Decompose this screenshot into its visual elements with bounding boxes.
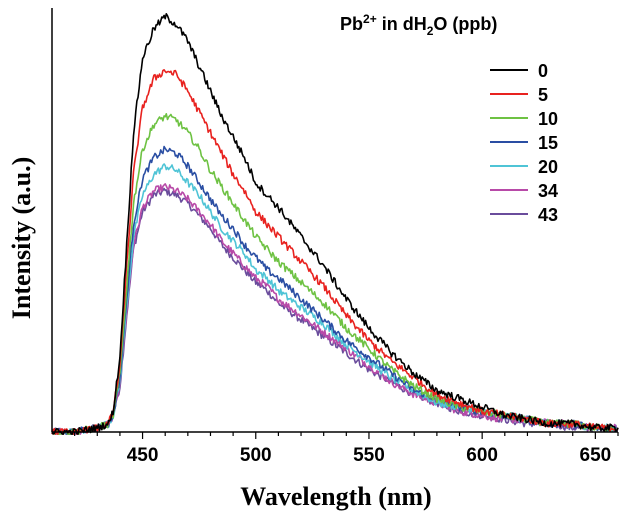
legend-title-subscript: 2: [427, 24, 434, 38]
legend-title-end: O (ppb): [433, 14, 497, 34]
series-line-0: [51, 13, 619, 435]
x-tick-label: 550: [353, 445, 385, 466]
x-tick-label: 450: [127, 445, 159, 466]
x-axis-title: Wavelength (nm): [240, 482, 431, 511]
legend-label-43: 43: [538, 205, 558, 225]
series-line-43: [51, 187, 619, 435]
series-line-10: [51, 113, 619, 435]
legend-label-10: 10: [538, 109, 558, 129]
x-ticks: 450 500 550 600 650: [74, 432, 619, 466]
legend-title-middle: in dH: [377, 14, 427, 34]
x-tick-label: 650: [580, 445, 612, 466]
series-line-20: [51, 163, 619, 435]
y-axis-title: Intensity (a.u.): [7, 157, 36, 320]
legend-label-0: 0: [538, 61, 548, 81]
legend-title-superscript: 2+: [363, 12, 377, 26]
series-layer: [51, 13, 619, 435]
x-tick-label: 600: [466, 445, 498, 466]
legend-title: Pb2+ in dH2O (ppb): [340, 12, 497, 38]
legend-title-base: Pb: [340, 14, 363, 34]
legend: 0 5 10 15 20 34 43: [490, 61, 558, 225]
axes-layer: [51, 8, 618, 433]
legend-label-20: 20: [538, 157, 558, 177]
legend-label-5: 5: [538, 85, 548, 105]
series-line-5: [51, 69, 619, 435]
legend-label-15: 15: [538, 133, 558, 153]
x-tick-label: 500: [240, 445, 272, 466]
legend-label-34: 34: [538, 181, 558, 201]
